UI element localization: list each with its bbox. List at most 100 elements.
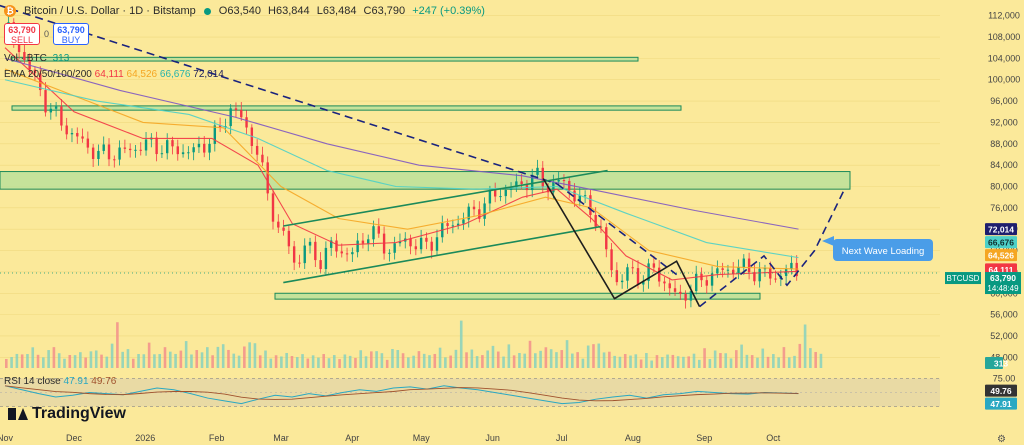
candle-body	[277, 221, 280, 228]
price-tick-label: 56,000	[990, 310, 1018, 320]
high-value: H63,844	[268, 5, 310, 17]
candle-body	[615, 270, 619, 283]
volume-bar	[364, 356, 368, 368]
candle-body	[562, 180, 566, 182]
candle-body	[213, 125, 217, 144]
volume-bar	[687, 356, 691, 368]
volume-bar	[89, 351, 93, 368]
volume-bar	[676, 356, 680, 368]
candle-body	[747, 258, 751, 273]
volume-bar	[407, 357, 410, 368]
volume-bar	[5, 359, 8, 368]
candle-body	[70, 132, 74, 135]
candle-body	[716, 268, 719, 274]
volume-tag-text: 313	[994, 359, 1008, 369]
volume-bar	[597, 343, 601, 368]
volume-bar	[650, 360, 653, 368]
symbol-title[interactable]: Bitcoin / U.S. Dollar · 1D · Bitstamp	[24, 5, 196, 17]
candle-body	[160, 153, 164, 155]
candle-body	[192, 147, 195, 153]
candle-body	[388, 252, 391, 254]
volume-bar	[703, 348, 706, 368]
volume-bar	[449, 355, 452, 368]
volume-bar	[502, 356, 505, 368]
volume-bar	[359, 350, 363, 368]
rsi-ma-line	[4, 385, 799, 402]
candle-body	[340, 251, 343, 254]
tradingview-logo[interactable]: TradingView	[8, 405, 126, 423]
candle-body	[351, 252, 354, 255]
volume-bar	[623, 354, 627, 368]
volume-bar	[206, 347, 209, 368]
candle-body	[652, 263, 656, 268]
settings-gear-icon[interactable]: ⚙	[997, 434, 1006, 445]
volume-bar	[756, 357, 759, 368]
ema-legend[interactable]: EMA 20/50/100/200 64,111 64,526 66,676 7…	[4, 69, 224, 80]
buy-price: 63,790	[57, 25, 85, 35]
callout-pointer	[822, 236, 834, 246]
zone-80k	[0, 171, 851, 190]
candle-body	[573, 190, 576, 202]
candle-body	[240, 109, 243, 118]
open-value: O63,540	[218, 5, 261, 17]
candle-body	[123, 147, 127, 149]
volume-bar	[190, 354, 193, 368]
channel-upper-line	[283, 169, 608, 227]
candle-body	[599, 226, 603, 228]
candle-body	[684, 293, 687, 301]
candle-body	[636, 268, 640, 285]
sell-button[interactable]: 63,790 SELL	[4, 23, 40, 45]
candle-body	[377, 226, 380, 234]
volume-tag: 313	[985, 357, 1008, 369]
candle-body	[610, 249, 613, 271]
candle-body	[86, 138, 90, 148]
volume-bar	[772, 354, 775, 368]
buy-button[interactable]: 63,790 BUY	[53, 23, 90, 45]
candle-body	[54, 106, 58, 109]
volume-bar	[26, 354, 29, 368]
candle-body	[17, 39, 21, 53]
candle-body	[166, 140, 169, 154]
candle-body	[414, 246, 418, 250]
volume-bar	[592, 344, 595, 368]
volume-bar	[766, 356, 770, 368]
rsi-legend[interactable]: RSI 14 close 47.91 49.76	[4, 376, 116, 387]
volume-bar	[211, 355, 214, 368]
candle-body	[23, 52, 26, 61]
volume-bar	[555, 352, 558, 368]
volume-bar	[94, 350, 98, 368]
volume-bar	[332, 355, 336, 368]
ema100-value: 66,676	[159, 69, 191, 80]
candle-body	[657, 267, 661, 282]
volume-bar	[433, 353, 437, 368]
volume-bar	[126, 349, 130, 368]
candle-body	[266, 162, 269, 194]
volume-bar	[237, 355, 241, 368]
candle-body	[753, 272, 756, 282]
volume-bar	[486, 350, 489, 368]
candle-body	[197, 143, 201, 148]
time-tick-label: Nov	[0, 433, 13, 443]
volume-bar	[280, 356, 283, 368]
volume-bar	[608, 351, 611, 368]
sell-label: SELL	[10, 35, 34, 45]
volume-bar	[264, 350, 267, 368]
candle-body	[488, 189, 492, 204]
candle-body	[515, 181, 518, 188]
volume-bar	[57, 353, 61, 368]
candle-body	[181, 152, 185, 155]
volume-legend[interactable]: Vol · BTC 313	[4, 53, 69, 64]
volume-bar	[549, 349, 553, 368]
ema50-line	[4, 68, 799, 270]
volume-bar	[158, 354, 162, 368]
ema20-value: 64,111	[94, 69, 124, 80]
candle-body	[673, 288, 677, 292]
candle-body	[737, 266, 740, 274]
candle-body	[531, 174, 534, 191]
volume-bar	[470, 349, 474, 368]
time-tick-label: Mar	[273, 433, 289, 443]
volume-bar	[153, 354, 156, 368]
candle-body	[568, 180, 571, 191]
candle-body	[435, 237, 439, 251]
